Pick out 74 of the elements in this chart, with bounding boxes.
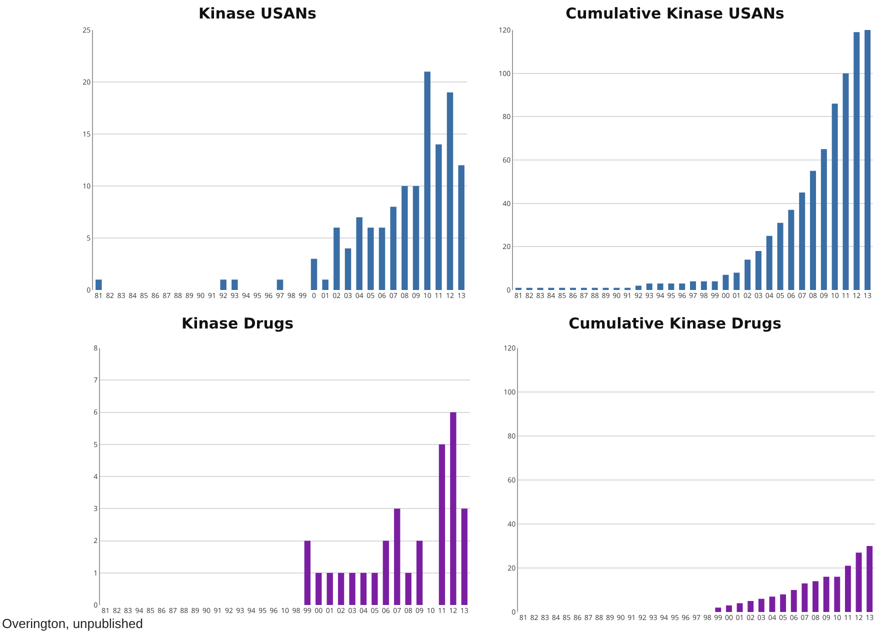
bar [412,186,420,290]
bar [832,104,838,290]
bar [646,284,652,290]
bar [690,281,696,290]
chart-title: Kinase USANs [198,4,317,22]
bar [799,192,806,290]
bar [734,272,740,290]
bar [788,210,794,290]
bar [842,73,849,290]
bar [679,284,686,290]
bar [820,149,827,290]
bar [823,576,830,612]
bar [232,280,238,290]
bar [657,284,664,290]
bar [424,72,430,290]
bar [378,228,386,290]
bar [736,603,743,612]
bar [864,30,871,290]
bar [458,165,464,290]
bar [326,572,333,605]
bar [854,32,860,290]
chart-title: Kinase Drugs [181,314,294,332]
bar [349,572,356,605]
bar [334,228,340,290]
bar [416,540,423,605]
bar [635,286,642,290]
bar [769,596,776,612]
bar [810,170,816,290]
bar [790,590,797,612]
bar [668,284,674,290]
chart-title: Cumulative Kinase USANs [566,4,784,22]
bar [360,572,367,605]
bar [372,572,378,605]
bar [344,248,352,290]
bar [220,280,226,290]
bar [96,280,102,290]
bar [304,540,311,605]
bar [276,280,284,290]
bar [802,583,808,612]
bar [390,206,396,290]
bar [780,594,786,612]
bar [446,92,454,290]
bar [777,222,784,290]
bar [405,572,412,605]
bar [812,581,818,612]
bar [726,605,732,612]
bar [834,576,840,612]
bar [436,144,442,290]
bar [755,251,762,290]
text: Overington, unpublished [2,616,143,631]
bar [866,546,873,612]
bar [461,508,468,605]
chart-title: Cumulative Kinase Drugs [568,314,782,332]
bar [715,608,722,612]
bar [450,412,456,605]
bar [766,236,772,290]
bar [722,274,729,290]
bar [758,598,764,612]
bar [368,228,374,290]
bar [438,444,446,605]
bar [744,260,751,290]
bar [356,217,362,290]
bar [394,508,400,605]
bar [748,601,754,612]
bar [310,258,318,290]
bar [856,552,862,612]
bar [322,280,328,290]
bar [712,281,718,290]
bar [316,572,322,605]
bar [402,186,408,290]
bar [844,566,851,612]
bar [338,572,344,605]
bar [700,281,707,290]
bar [382,540,389,605]
